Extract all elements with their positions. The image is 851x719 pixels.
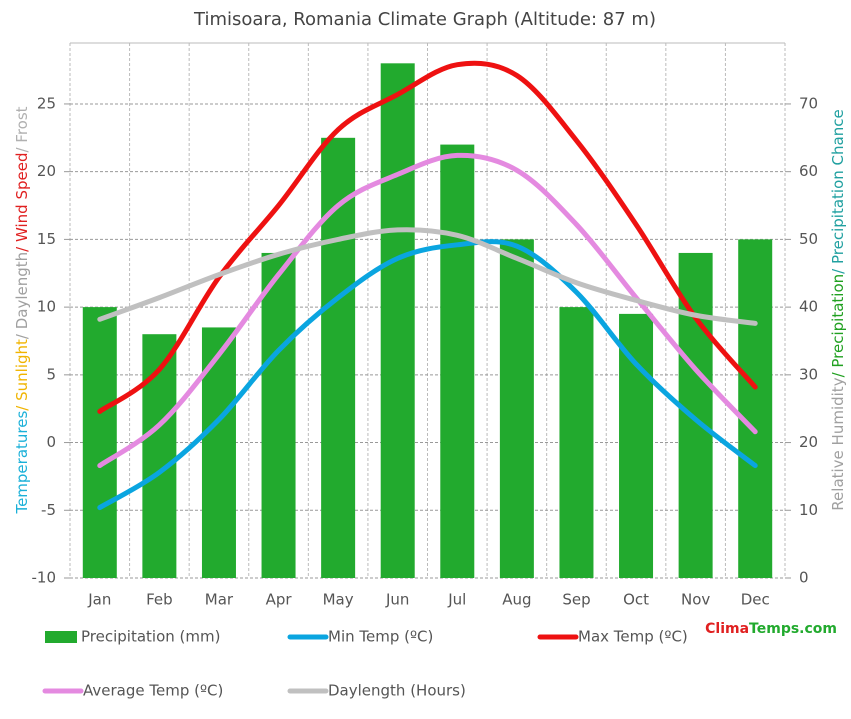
bar <box>142 334 177 578</box>
y-axis-title-part: / Sunlight <box>13 339 31 411</box>
x-tick-label: Sep <box>562 591 590 609</box>
y2-tick-label: 30 <box>799 365 818 383</box>
y-axis-title-part: Temperatures <box>13 411 31 515</box>
y-tick-label: 25 <box>37 94 56 112</box>
brand: ClimaTemps.com <box>705 621 837 637</box>
y-axis-title-part: / Wind Speed <box>13 153 31 252</box>
bar <box>261 252 296 578</box>
legend-label: Average Temp (ºC) <box>83 682 223 700</box>
legend-swatch <box>45 631 77 643</box>
x-tick-label: Feb <box>146 591 173 609</box>
bar <box>440 144 475 578</box>
brand-part: Temps.com <box>749 621 837 637</box>
x-tick-label: Apr <box>266 591 293 609</box>
brand-part: Clima <box>705 621 749 637</box>
legend-label: Daylength (Hours) <box>328 682 466 700</box>
bar <box>499 239 534 579</box>
bar <box>678 252 713 578</box>
line <box>97 227 758 326</box>
y2-tick-label: 50 <box>799 230 818 248</box>
line <box>97 60 758 414</box>
y-tick-label: 10 <box>37 298 56 316</box>
x-tick-label: Jan <box>87 591 111 609</box>
x-tick-label: Aug <box>502 591 531 609</box>
bar <box>201 327 236 578</box>
bar <box>619 313 654 578</box>
bar <box>738 239 773 579</box>
bar <box>82 307 117 578</box>
x-tick-label: Dec <box>741 591 770 609</box>
legend-label: Max Temp (ºC) <box>578 628 688 646</box>
y-tick-label: -10 <box>32 569 57 587</box>
bar <box>380 63 415 578</box>
y2-axis-title-part: / Precipitation Chance <box>829 109 847 274</box>
y-tick-label: -5 <box>41 501 56 519</box>
line <box>97 152 758 469</box>
x-tick-label: Jun <box>385 591 409 609</box>
y-tick-label: 5 <box>46 365 56 383</box>
y-tick-label: 15 <box>37 230 56 248</box>
x-tick-label: Oct <box>623 591 649 609</box>
legend-label: Precipitation (mm) <box>81 628 220 646</box>
y-axis-title: Temperatures/ Sunlight/ Daylength/ Wind … <box>13 106 31 514</box>
x-tick-label: Jul <box>447 591 466 609</box>
y-axis-title-part: / Frost <box>13 106 31 152</box>
y2-tick-label: 60 <box>799 162 818 180</box>
y-tick-label: 20 <box>37 162 56 180</box>
bar <box>321 137 356 578</box>
y2-tick-label: 70 <box>799 94 818 112</box>
y2-tick-label: 0 <box>799 569 809 587</box>
y-tick-label: 0 <box>46 433 56 451</box>
y2-tick-label: 10 <box>799 501 818 519</box>
bar <box>559 307 594 578</box>
y-axis-title-part: / Daylength <box>13 252 31 339</box>
x-tick-label: May <box>323 591 354 609</box>
x-tick-label: Nov <box>681 591 710 609</box>
chart-title: Timisoara, Romania Climate Graph (Altitu… <box>193 9 656 30</box>
y2-tick-label: 40 <box>799 298 818 316</box>
legend-label: Min Temp (ºC) <box>328 628 433 646</box>
y2-axis-title-part: / Precipitation <box>829 274 847 378</box>
x-tick-label: Mar <box>205 591 234 609</box>
line <box>97 239 758 511</box>
y2-axis-title: Relative Humidity/ Precipitation/ Precip… <box>829 109 847 510</box>
y2-tick-label: 20 <box>799 433 818 451</box>
y2-axis-title-part: Relative Humidity <box>829 377 847 510</box>
